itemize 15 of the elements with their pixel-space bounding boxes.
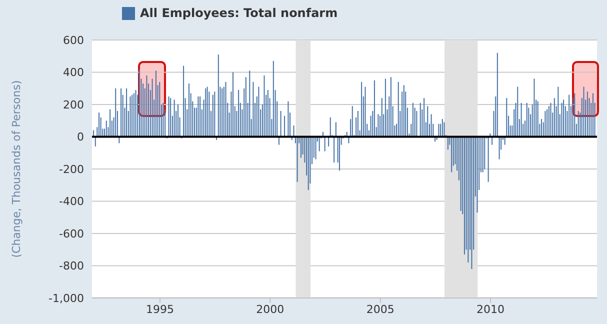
y-tick-label: -400 xyxy=(59,195,84,208)
y-tick-label: -600 xyxy=(59,227,84,240)
y-tick-label: -1,000 xyxy=(48,292,84,305)
y-tick-label: 200 xyxy=(63,98,84,112)
y-tick-label: 0 xyxy=(77,130,84,144)
y-tick-label: 400 xyxy=(63,66,84,80)
y-tick-label: 600 xyxy=(63,34,84,47)
y-tick-label: -800 xyxy=(59,260,84,273)
x-tick-label: 2005 xyxy=(366,302,394,316)
x-tick-label: 2010 xyxy=(476,302,505,316)
legend-label: All Employees: Total nonfarm xyxy=(140,6,338,20)
x-tick-label: 1995 xyxy=(146,302,174,316)
y-tick-label: -200 xyxy=(59,162,84,176)
y-axis-title: (Change, Thousands of Persons) xyxy=(10,80,23,258)
x-tick-label: 2000 xyxy=(256,302,284,316)
